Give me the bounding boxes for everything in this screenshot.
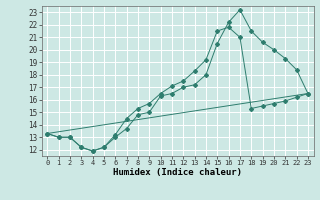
X-axis label: Humidex (Indice chaleur): Humidex (Indice chaleur) [113, 168, 242, 177]
